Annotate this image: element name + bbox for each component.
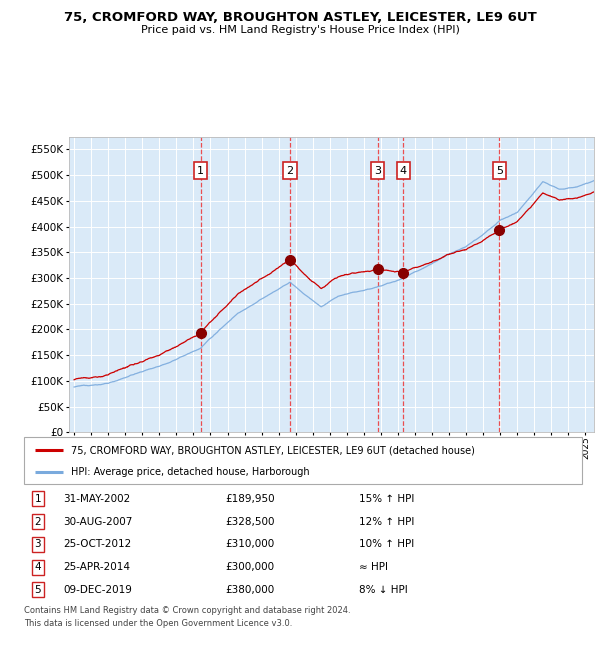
Text: 8% ↓ HPI: 8% ↓ HPI bbox=[359, 585, 407, 595]
Text: £328,500: £328,500 bbox=[225, 517, 274, 526]
Text: 1: 1 bbox=[35, 494, 41, 504]
Text: £300,000: £300,000 bbox=[225, 562, 274, 572]
Text: 25-OCT-2012: 25-OCT-2012 bbox=[63, 540, 131, 549]
Text: This data is licensed under the Open Government Licence v3.0.: This data is licensed under the Open Gov… bbox=[24, 619, 292, 628]
Text: 2: 2 bbox=[35, 517, 41, 526]
Text: 4: 4 bbox=[35, 562, 41, 572]
Text: Contains HM Land Registry data © Crown copyright and database right 2024.: Contains HM Land Registry data © Crown c… bbox=[24, 606, 350, 615]
Text: HPI: Average price, detached house, Harborough: HPI: Average price, detached house, Harb… bbox=[71, 467, 310, 476]
Text: 2: 2 bbox=[287, 166, 293, 176]
Text: 5: 5 bbox=[35, 585, 41, 595]
Text: 3: 3 bbox=[35, 540, 41, 549]
Text: 3: 3 bbox=[374, 166, 382, 176]
Text: 75, CROMFORD WAY, BROUGHTON ASTLEY, LEICESTER, LE9 6UT (detached house): 75, CROMFORD WAY, BROUGHTON ASTLEY, LEIC… bbox=[71, 445, 475, 455]
Text: £380,000: £380,000 bbox=[225, 585, 274, 595]
Text: 15% ↑ HPI: 15% ↑ HPI bbox=[359, 494, 414, 504]
Text: 75, CROMFORD WAY, BROUGHTON ASTLEY, LEICESTER, LE9 6UT: 75, CROMFORD WAY, BROUGHTON ASTLEY, LEIC… bbox=[64, 11, 536, 24]
Text: 09-DEC-2019: 09-DEC-2019 bbox=[63, 585, 132, 595]
Text: £310,000: £310,000 bbox=[225, 540, 274, 549]
Text: 5: 5 bbox=[496, 166, 503, 176]
Text: ≈ HPI: ≈ HPI bbox=[359, 562, 388, 572]
Text: £189,950: £189,950 bbox=[225, 494, 275, 504]
Text: 4: 4 bbox=[400, 166, 407, 176]
Text: 1: 1 bbox=[197, 166, 204, 176]
Text: 12% ↑ HPI: 12% ↑ HPI bbox=[359, 517, 414, 526]
Text: 30-AUG-2007: 30-AUG-2007 bbox=[63, 517, 133, 526]
FancyBboxPatch shape bbox=[24, 437, 582, 484]
Text: 25-APR-2014: 25-APR-2014 bbox=[63, 562, 130, 572]
Text: 10% ↑ HPI: 10% ↑ HPI bbox=[359, 540, 414, 549]
Text: Price paid vs. HM Land Registry's House Price Index (HPI): Price paid vs. HM Land Registry's House … bbox=[140, 25, 460, 34]
Text: 31-MAY-2002: 31-MAY-2002 bbox=[63, 494, 130, 504]
